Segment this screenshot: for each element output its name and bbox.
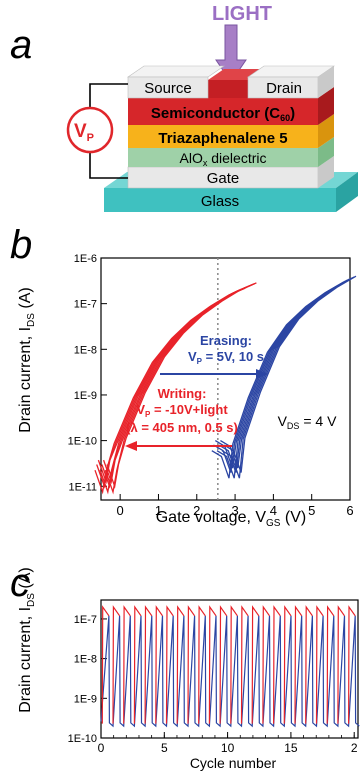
x-tick-label: 5	[161, 741, 168, 755]
plot-frame	[100, 257, 351, 501]
writing-trace	[262, 605, 270, 724]
x-tick-label: 3	[231, 503, 238, 518]
writing-trace	[273, 605, 281, 724]
writing-trace	[348, 605, 356, 724]
dielectric-label: AlOx dielectric	[180, 150, 267, 168]
gate-label: Gate	[207, 170, 240, 187]
writing-trace	[187, 605, 196, 724]
panel-a: a LIGHT Glass Gate AlOx dielectric	[10, 3, 358, 212]
erasing-title: Erasing:	[200, 333, 252, 348]
writing-trace	[198, 605, 206, 724]
panel-c-xlabel: Cycle number	[190, 755, 277, 771]
vds-label: VDS = 4 V	[278, 413, 337, 431]
chart-b: 0 1 2 3 4 5 6 1E-11 1E-10 1E-9 1E-8 1E-7 1E-6	[68, 253, 357, 518]
erasing-curve	[223, 275, 357, 473]
writing-trace	[155, 605, 163, 724]
writing-title: Writing:	[158, 386, 207, 401]
x-tick-label: 10	[221, 741, 235, 755]
panel-b-ylabel: Drain current, IDS (A)	[17, 287, 37, 433]
plot-frame	[100, 599, 359, 739]
y-tick-label: 1E-10	[68, 436, 97, 448]
dielectric-layer: AlOx dielectric	[128, 137, 334, 168]
semiconductor-label: Semiconductor (C60)	[151, 105, 295, 123]
x-tick-label: 0	[117, 503, 124, 518]
panel-b-xlabel: Gate voltage, VGS (V)	[156, 509, 307, 529]
vp-source-icon	[66, 106, 114, 154]
drain-label: Drain	[266, 80, 302, 97]
erasing-curve	[216, 278, 350, 479]
x-tick-label: 2	[351, 741, 358, 755]
writing-params: VP = -10V+light	[136, 402, 228, 419]
writing-arrow-icon	[125, 441, 137, 451]
x-tick-label: 15	[284, 741, 298, 755]
writing-trace	[294, 605, 303, 724]
light-label: LIGHT	[212, 3, 272, 25]
writing-trace	[123, 605, 131, 724]
y-tick-label: 1E-11	[68, 481, 97, 493]
vp-circuit: VP	[66, 83, 128, 179]
glass-label: Glass	[201, 193, 239, 210]
chart-c: 0 5 10 15 2 1E-10 1E-9 1E-8 1E-7	[68, 599, 360, 755]
vp-label: VP	[74, 121, 94, 144]
panel-c-label: c	[10, 561, 30, 605]
source-label: Source	[144, 80, 192, 97]
y-tick-label: 1E-8	[74, 654, 97, 666]
writing-trace	[144, 605, 153, 724]
panel-c-ylabel: Drain current, IDS (A)	[17, 567, 37, 713]
writing-trace	[165, 605, 174, 724]
writing-trace	[230, 605, 238, 724]
x-tick-label: 1	[155, 503, 162, 518]
x-tick-label: 5	[308, 503, 315, 518]
panel-b-label: b	[10, 223, 32, 267]
erasing-trace	[100, 615, 360, 728]
panel-c: c Drain current, IDS (A) 0 5 10 15 2 1E-10 1E-…	[10, 561, 360, 771]
y-tick-label: 1E-7	[74, 614, 97, 626]
erasing-curve	[218, 277, 352, 473]
y-tick-label: 1E-8	[74, 344, 97, 356]
writing-curve	[102, 283, 254, 485]
erasing-arrow-icon	[256, 369, 268, 379]
erasing-curve	[221, 276, 355, 479]
erasing-annotation: Erasing: VP = 5V, 10 s	[160, 333, 268, 379]
writing-trace	[101, 605, 110, 724]
writing-trace	[240, 605, 249, 724]
writing-trace	[208, 605, 217, 724]
writing-trace	[326, 605, 335, 724]
writing-annotation: Writing: VP = -10V+light (λ = 405 nm, 0.…	[125, 386, 238, 451]
y-tick-label: 1E-9	[74, 693, 97, 705]
drain-electrode: Drain	[247, 65, 335, 99]
source-electrode: Source	[127, 65, 225, 99]
writing-trace	[337, 605, 345, 724]
panel-a-label: a	[10, 23, 32, 67]
x-tick-label: 6	[346, 503, 353, 518]
writing-trace	[219, 605, 228, 724]
x-tick-label: 0	[98, 741, 105, 755]
y-tick-label: 1E-10	[68, 733, 97, 745]
y-tick-label: 1E-9	[74, 390, 97, 402]
writing-trace	[112, 605, 121, 724]
x-tick-label: 2	[193, 503, 200, 518]
writing-trace	[176, 605, 185, 724]
erasing-curve	[211, 281, 345, 479]
x-tick-label: 4	[270, 503, 277, 518]
erasing-params: VP = 5V, 10 s	[188, 349, 264, 366]
writing-trace	[305, 605, 313, 724]
writing-lambda: (λ = 405 nm, 0.5 s)	[126, 420, 238, 435]
writing-trace	[133, 605, 142, 724]
y-tick-label: 1E-7	[74, 299, 97, 311]
panel-b: b Drain current, IDS (A) 0 1 2 3 4 5 6 1E-11 1E-…	[10, 223, 357, 529]
y-tick-label: 1E-6	[74, 253, 97, 265]
writing-trace	[315, 605, 324, 724]
triazaphenalene-layer: Triazaphenalene 5	[128, 114, 334, 148]
writing-curve	[106, 282, 257, 489]
writing-trace	[251, 605, 260, 724]
writing-trace	[283, 605, 292, 724]
triazaphenalene-label: Triazaphenalene 5	[158, 130, 287, 147]
semiconductor-layer: Semiconductor (C60)	[128, 69, 334, 125]
